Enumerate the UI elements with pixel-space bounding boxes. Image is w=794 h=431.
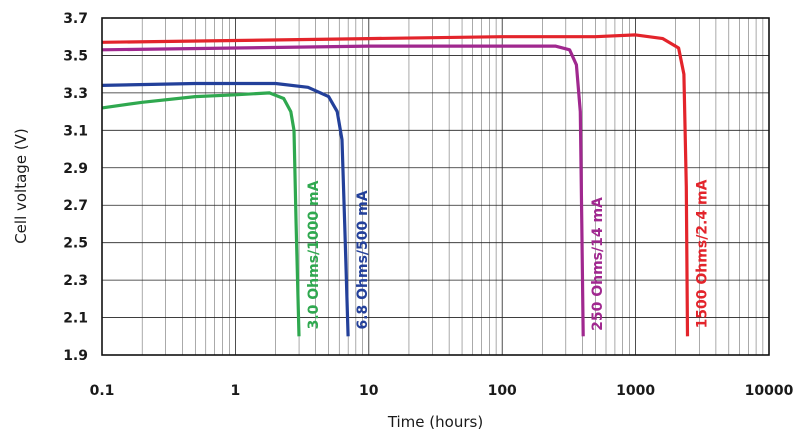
x-axis-title: Time (hours) <box>387 413 483 431</box>
plot-frame <box>101 17 770 356</box>
x-tick-label: 1000 <box>616 383 655 399</box>
y-tick-label: 3.3 <box>63 86 88 102</box>
y-tick-label: 2.1 <box>63 311 88 327</box>
y-tick-label: 2.9 <box>63 161 88 177</box>
x-tick-label: 10 <box>359 383 379 399</box>
y-tick-label: 3.1 <box>63 123 88 139</box>
y-tick-label: 2.3 <box>63 273 88 289</box>
grid <box>102 17 769 356</box>
x-tick-labels: 0.1 1 10 100 1000 10000 <box>90 383 794 399</box>
series-line <box>101 81 350 337</box>
y-axis-title: Cell voltage (V) <box>12 128 30 244</box>
x-tick-label: 100 <box>488 383 517 399</box>
series-line <box>101 91 301 337</box>
y-tick-label: 2.7 <box>63 198 88 214</box>
series-label: 3.0 Ohms/1000 mA <box>306 180 322 329</box>
x-tick-label: 0.1 <box>90 383 115 399</box>
x-tick-label: 10000 <box>745 383 794 399</box>
series-label: 1500 Ohms/2.4 mA <box>695 179 711 328</box>
series-line <box>101 33 690 337</box>
y-tick-label: 3.5 <box>63 48 88 64</box>
series-lines <box>101 33 690 337</box>
y-tick-label: 2.5 <box>63 236 88 252</box>
y-tick-label: 1.9 <box>63 348 88 364</box>
series-label: 6.8 Ohms/500 mA <box>355 190 371 329</box>
series-line <box>101 44 585 337</box>
y-tick-label: 3.7 <box>63 11 88 27</box>
series-label: 250 Ohms/14 mA <box>590 197 606 331</box>
series-labels: 3.0 Ohms/1000 mA 6.8 Ohms/500 mA 250 Ohms/… <box>306 179 710 330</box>
x-tick-label: 1 <box>231 383 241 399</box>
y-tick-labels: 1.9 2.1 2.3 2.5 2.7 2.9 3.1 3.3 3.5 3.7 <box>63 11 88 364</box>
